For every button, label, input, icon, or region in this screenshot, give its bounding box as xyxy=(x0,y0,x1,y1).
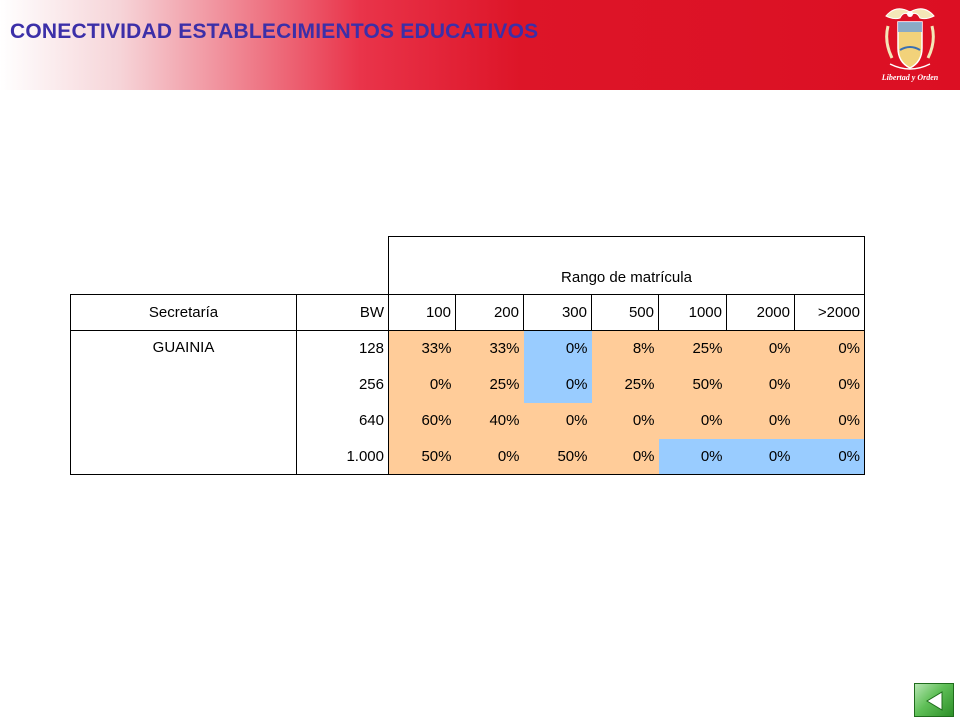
table-cell: 60% xyxy=(388,402,456,439)
table-cell: 0% xyxy=(794,330,865,367)
table-row: 1.000 50% 0% 50% 0% 0% 0% 0% xyxy=(71,438,865,475)
column-header-row: Secretaría BW 100 200 300 500 1000 2000 … xyxy=(70,294,865,331)
column-header: 300 xyxy=(523,294,592,331)
column-header: 100 xyxy=(388,294,456,331)
table-cell: 0% xyxy=(658,402,727,439)
table-cell: 50% xyxy=(523,438,592,475)
table-row: 640 60% 40% 0% 0% 0% 0% 0% xyxy=(71,402,865,439)
table-cell: 0% xyxy=(455,438,524,475)
table-cell: 0% xyxy=(726,402,795,439)
nav-back-icon xyxy=(926,691,943,711)
table-row: GUAINIA 128 33% 33% 0% 8% 25% 0% 0% xyxy=(70,330,865,475)
header-banner: CONECTIVIDAD ESTABLECIMIENTOS EDUCATIVOS… xyxy=(0,0,960,90)
table-cell: 25% xyxy=(591,366,659,403)
table-cell: 25% xyxy=(455,366,524,403)
column-header: 2000 xyxy=(726,294,795,331)
secretaria-cell: GUAINIA xyxy=(70,330,297,475)
page-title: CONECTIVIDAD ESTABLECIMIENTOS EDUCATIVOS xyxy=(10,20,539,43)
column-header: >2000 xyxy=(794,294,865,331)
table-cell: 0% xyxy=(523,366,592,403)
bw-cell: 1.000 xyxy=(296,438,389,475)
bw-cell: 640 xyxy=(296,402,389,439)
back-button[interactable] xyxy=(914,683,954,717)
bw-cell: 256 xyxy=(296,366,389,403)
table-row: 256 0% 25% 0% 25% 50% 0% 0% xyxy=(71,366,865,403)
range-header: Rango de matrícula xyxy=(388,236,865,295)
table-cell: 0% xyxy=(388,366,456,403)
table-cell: 40% xyxy=(455,402,524,439)
table-cell: 0% xyxy=(794,438,865,475)
column-header: 500 xyxy=(591,294,659,331)
column-header: 200 xyxy=(455,294,524,331)
table-cell: 33% xyxy=(388,330,456,367)
logo-caption: Libertad y Orden xyxy=(881,73,939,82)
column-header: Secretaría xyxy=(70,294,297,331)
column-header: BW xyxy=(296,294,389,331)
table-cell: 0% xyxy=(658,438,727,475)
table-cell: 33% xyxy=(455,330,524,367)
colombia-coat-of-arms-icon xyxy=(885,8,935,70)
table-cell: 0% xyxy=(794,402,865,439)
table-cell: 0% xyxy=(726,366,795,403)
table-cell: 50% xyxy=(658,366,727,403)
table-cell: 50% xyxy=(388,438,456,475)
table-cell: 0% xyxy=(591,402,659,439)
table-cell: 0% xyxy=(726,438,795,475)
table-cell: 0% xyxy=(523,330,592,367)
connectivity-table: Rango de matrícula Secretaría BW 100 200… xyxy=(70,236,865,475)
table-cell: 0% xyxy=(726,330,795,367)
range-header-row: Rango de matrícula xyxy=(71,236,865,295)
bw-cell: 128 xyxy=(296,330,389,367)
table-cell: 8% xyxy=(591,330,659,367)
table-cell: 0% xyxy=(591,438,659,475)
table-cell: 0% xyxy=(794,366,865,403)
column-header: 1000 xyxy=(658,294,727,331)
table-cell: 0% xyxy=(523,402,592,439)
table-cell: 25% xyxy=(658,330,727,367)
